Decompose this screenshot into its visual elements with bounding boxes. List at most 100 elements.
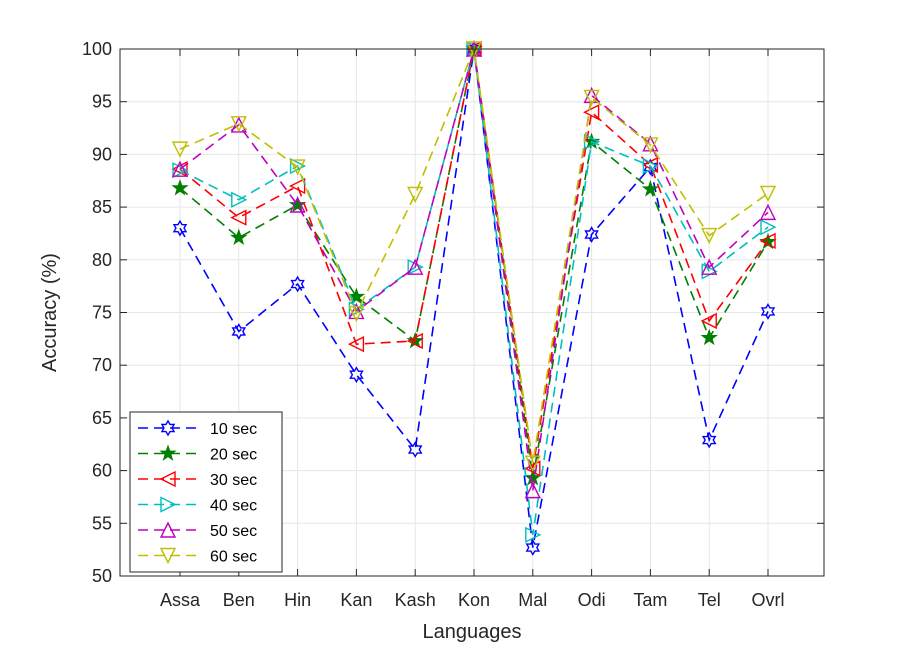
data-point-50-sec <box>348 302 365 320</box>
data-point-10-sec <box>643 158 658 176</box>
x-tick-label: Mal <box>518 590 547 610</box>
series-line-40-sec <box>179 48 769 536</box>
data-point-60-sec <box>759 185 777 202</box>
x-tick-label: Tel <box>698 590 721 610</box>
y-tick-label: 90 <box>92 144 112 164</box>
data-point-30-sec <box>524 460 541 477</box>
y-tick-label: 70 <box>92 355 112 375</box>
data-point-50-sec <box>759 203 777 221</box>
x-tick-label: Kan <box>340 590 372 610</box>
data-point-60-sec <box>407 186 424 204</box>
y-tick-label: 80 <box>92 250 112 270</box>
data-point-10-sec <box>231 323 247 340</box>
data-point-40-sec <box>642 157 659 175</box>
legend-label: 40 sec <box>210 498 257 515</box>
legend-item-40-sec: 40 sec <box>138 496 257 515</box>
series-line-30-sec <box>179 48 769 469</box>
data-point-30-sec <box>406 332 423 350</box>
data-point-10-sec <box>349 366 364 384</box>
data-point-50-sec <box>701 258 718 275</box>
legend-marker-30-sec <box>159 470 176 488</box>
legend-item-10-sec: 10 sec <box>138 419 257 438</box>
data-point-30-sec <box>759 232 776 249</box>
legend-box <box>129 411 283 573</box>
data-point-40-sec <box>760 218 777 236</box>
legend-marker-10-sec <box>160 419 176 437</box>
data-point-20-sec <box>171 179 189 196</box>
data-point-10-sec <box>407 441 423 458</box>
data-point-10-sec <box>172 219 188 237</box>
data-point-50-sec <box>171 160 189 177</box>
axes: 50 55 60 65 70 75 80 85 90 95 100 Assa Ben Hin Kan Kash… <box>82 39 824 610</box>
y-tick-label: 75 <box>92 303 112 323</box>
data-point-10-sec <box>701 431 717 449</box>
data-point-40-sec <box>525 526 542 544</box>
legend-label: 20 sec <box>210 447 257 464</box>
x-tick-label: Tam <box>633 590 667 610</box>
data-point-60-sec <box>289 159 306 176</box>
data-point-20-sec <box>230 228 248 246</box>
legend-item-30-sec: 30 sec <box>138 470 257 489</box>
x-tick-label: Hin <box>284 590 311 610</box>
legend-label: 60 sec <box>210 549 257 566</box>
y-tick-label: 50 <box>92 566 112 586</box>
data-point-30-sec <box>347 335 365 353</box>
data-point-10-sec <box>760 303 776 320</box>
data-point-30-sec <box>171 161 188 178</box>
y-tick-label: 65 <box>92 408 112 428</box>
legend-item-50-sec: 50 sec <box>138 521 257 540</box>
data-point-30-sec <box>700 312 717 330</box>
legend-label: 50 sec <box>210 523 257 540</box>
data-point-50-sec <box>289 196 306 213</box>
data-point-10-sec <box>525 539 541 556</box>
legend-marker-20-sec <box>159 444 177 461</box>
data-point-40-sec <box>407 259 424 276</box>
data-point-30-sec <box>641 156 659 174</box>
data-point-10-sec <box>584 226 599 243</box>
data-point-20-sec <box>347 287 366 305</box>
y-tick-label: 55 <box>92 513 112 533</box>
data-point-20-sec <box>700 328 718 346</box>
x-tick-label: Assa <box>160 590 201 610</box>
data-point-20-sec <box>641 180 660 197</box>
data-point-40-sec <box>231 191 248 208</box>
data-point-60-sec <box>348 305 365 323</box>
series-30-sec <box>171 40 776 477</box>
x-tick-label: Kash <box>395 590 436 610</box>
data-point-60-sec <box>583 89 600 107</box>
y-tick-label: 95 <box>92 92 112 112</box>
data-point-30-sec <box>289 177 306 195</box>
data-point-60-sec <box>642 137 659 154</box>
legend-marker-40-sec <box>160 496 177 513</box>
x-tick-label: Odi <box>578 590 606 610</box>
legend-item-20-sec: 20 sec <box>138 444 257 464</box>
data-point-60-sec <box>524 455 541 472</box>
legend-label: 10 sec <box>210 421 257 438</box>
data-point-60-sec <box>171 141 189 158</box>
data-point-50-sec <box>407 258 424 275</box>
data-point-40-sec <box>289 157 307 175</box>
data-point-60-sec <box>230 116 247 133</box>
legend-marker-50-sec <box>159 521 177 538</box>
data-point-50-sec <box>524 482 541 499</box>
y-tick-label: 60 <box>92 461 112 481</box>
data-point-10-sec <box>290 275 305 293</box>
x-axis-title: Languages <box>423 621 522 643</box>
data-point-30-sec <box>583 104 600 121</box>
legend-marker-60-sec <box>159 547 177 565</box>
legend-label: 30 sec <box>210 472 257 489</box>
legend-item-60-sec: 60 sec <box>138 547 257 566</box>
data-point-20-sec <box>288 195 307 213</box>
data-point-60-sec <box>701 227 718 245</box>
x-tick-label: Ben <box>223 590 255 610</box>
y-axis-title: Accuracy (%) <box>39 253 61 372</box>
data-point-40-sec <box>172 162 189 179</box>
x-tick-label: Kon <box>458 590 490 610</box>
y-tick-label: 85 <box>92 197 112 217</box>
data-point-30-sec <box>230 209 247 226</box>
data-point-20-sec <box>524 468 542 486</box>
x-tick-label: Ovrl <box>752 590 785 610</box>
legend: 10 sec 20 sec 30 sec 40 sec 50 sec 60 sec <box>129 411 283 573</box>
y-tick-label: 100 <box>82 39 112 59</box>
